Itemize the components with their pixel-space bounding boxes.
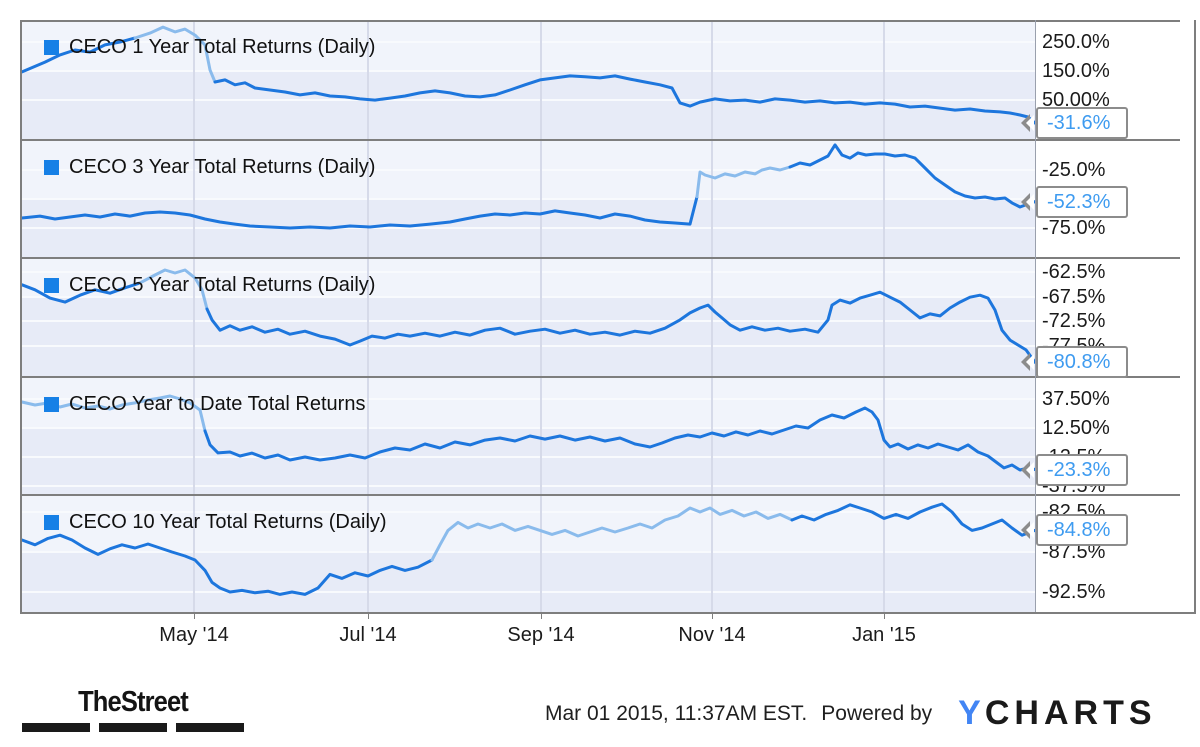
legend-square-icon xyxy=(44,278,59,293)
thestreet-underline-bars xyxy=(22,723,244,732)
legend-square-icon xyxy=(44,397,59,412)
thestreet-wordmark: TheStreet xyxy=(78,686,189,718)
powered-by-text: Powered by xyxy=(821,701,933,725)
panel-4-hgridline xyxy=(21,398,1035,400)
legend-square-icon xyxy=(44,515,59,530)
legend-label: CECO 3 Year Total Returns (Daily) xyxy=(69,156,376,178)
panel-separator-2 xyxy=(20,257,1180,259)
panel-5-last-value-callout: -84.8% xyxy=(1021,514,1128,547)
thestreet-logo: TheStreet xyxy=(22,686,244,732)
x-axis-tickmark xyxy=(194,614,195,619)
chart-left-border xyxy=(20,20,22,614)
timestamp-text: Mar 01 2015, 11:37AM EST. xyxy=(545,701,808,725)
chart-top-border xyxy=(20,20,1180,22)
vertical-gridline xyxy=(711,22,713,612)
legend-label: CECO Year to Date Total Returns xyxy=(69,393,366,415)
bar xyxy=(22,723,90,732)
x-axis-tick-label: Nov '14 xyxy=(678,624,746,646)
panel-2-hgridline xyxy=(21,169,1035,171)
legend-square-icon xyxy=(44,160,59,175)
y-axis-tick-label: 12.50% xyxy=(1042,417,1110,439)
panel-separator-4 xyxy=(20,494,1180,496)
x-axis-tickmark xyxy=(712,614,713,619)
x-axis-tickmark xyxy=(884,614,885,619)
chart-bottom-border xyxy=(20,612,1196,614)
panel-5-hgridline xyxy=(21,591,1035,593)
panel-4-legend: CECO Year to Date Total Returns xyxy=(44,393,365,416)
y-axis-tick-label: 250.0% xyxy=(1042,31,1110,53)
panel-3-last-value-callout: -80.8% xyxy=(1021,346,1128,379)
legend-label: CECO 1 Year Total Returns (Daily) xyxy=(69,36,376,58)
y-axis-tick-label: -72.5% xyxy=(1042,310,1106,333)
x-axis-tick-label: Jan '15 xyxy=(852,624,916,646)
legend-square-icon xyxy=(44,40,59,55)
x-axis-tickmark xyxy=(368,614,369,619)
legend-label: CECO 10 Year Total Returns (Daily) xyxy=(69,511,387,533)
y-axis-tick-label: -25.0% xyxy=(1042,159,1106,181)
x-axis-tick-label: May '14 xyxy=(159,624,229,646)
y-axis-tick-label: 150.0% xyxy=(1042,59,1110,82)
panel-5-legend: CECO 10 Year Total Returns (Daily) xyxy=(44,511,387,534)
y-axis-tick-label: -92.5% xyxy=(1042,581,1106,603)
panel-2-legend: CECO 3 Year Total Returns (Daily) xyxy=(44,156,375,179)
y-axis-tick-label: -67.5% xyxy=(1042,285,1106,308)
panel-1-last-value-callout: -31.6% xyxy=(1021,106,1128,139)
axis-label-divider xyxy=(1035,20,1036,612)
panel-1-hgridline xyxy=(21,69,1035,72)
ycharts-logo: Y CHARTS xyxy=(958,694,1156,733)
x-axis-tick-label: Jul '14 xyxy=(339,624,397,646)
vertical-gridline xyxy=(883,22,885,612)
panel-2-last-value-callout: -52.3% xyxy=(1021,185,1128,218)
y-axis-tick-label: -62.5% xyxy=(1042,261,1106,283)
y-axis-tick-label: -75.0% xyxy=(1042,217,1106,239)
bar xyxy=(99,723,167,732)
panel-1-hgridline xyxy=(21,41,1035,43)
y-axis-tick-label: 37.50% xyxy=(1042,388,1110,410)
x-axis-tick-label: Sep '14 xyxy=(507,624,575,646)
panel-1-legend: CECO 1 Year Total Returns (Daily) xyxy=(44,36,375,59)
y-axis-tick-label: -87.5% xyxy=(1042,541,1106,563)
vertical-gridline xyxy=(193,22,195,612)
panel-separator-3 xyxy=(20,376,1180,378)
chart-right-border xyxy=(1194,20,1196,614)
x-axis-tickmark xyxy=(541,614,542,619)
panel-3-hgridline xyxy=(21,271,1035,273)
panel-3-legend: CECO 5 Year Total Returns (Daily) xyxy=(44,274,375,297)
ycharts-logo-charts: CHARTS xyxy=(984,694,1157,732)
panel-4-last-value-callout: -23.3% xyxy=(1021,453,1128,486)
ycharts-logo-y: Y xyxy=(958,694,985,732)
y-axis-tick-label: 50.00% xyxy=(1042,88,1110,111)
bar xyxy=(176,723,244,732)
legend-label: CECO 5 Year Total Returns (Daily) xyxy=(69,274,376,296)
panel-4-hgridline xyxy=(21,485,1035,487)
vertical-gridline xyxy=(540,22,542,612)
footer-attribution: Mar 01 2015, 11:37AM EST. Powered by Y C… xyxy=(545,694,1157,733)
panel-separator-1 xyxy=(20,139,1180,141)
